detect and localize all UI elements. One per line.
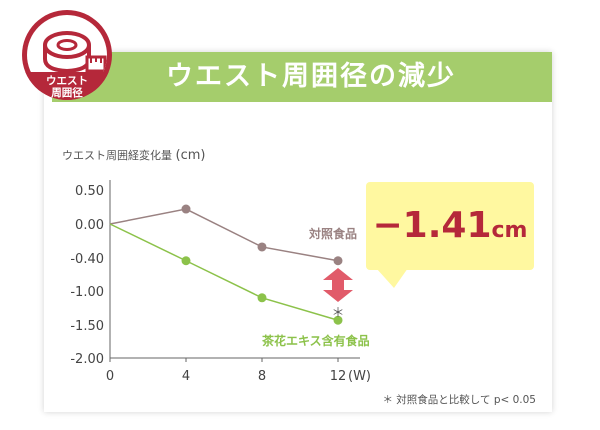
difference-arrow (323, 268, 353, 302)
y-tick-label: -1.50 (70, 319, 104, 334)
tea-series-line (109, 223, 339, 321)
tea-series-point (333, 315, 343, 325)
title-banner (52, 52, 552, 102)
y-tick-label: 0.50 (75, 184, 104, 199)
y-axis-label: ウエスト周囲経変化量 (cm) (62, 147, 205, 163)
x-tick-label: 12 (330, 369, 347, 384)
control-series-point (333, 256, 343, 266)
tea-series-label: 茶花エキス含有食品 (261, 333, 370, 348)
x-tick-label: 4 (182, 369, 190, 384)
tape-measure-icon (43, 31, 107, 74)
control-series-point (181, 204, 191, 214)
y-tick-label: -2.00 (70, 352, 104, 367)
y-axis-label-unit: (cm) (175, 148, 206, 163)
x-unit-label: (W) (348, 369, 371, 384)
callout-box (366, 182, 534, 270)
callout-value: −1.41cm (366, 182, 534, 270)
control-series-label: 対照食品 (308, 226, 357, 241)
x-tick-label: 8 (258, 369, 266, 384)
callout-number: −1.41 (372, 205, 492, 246)
tea-series-point (257, 293, 267, 303)
waist-badge (22, 10, 112, 100)
badge-line1: ウエスト (46, 75, 88, 87)
callout-unit: cm (491, 218, 528, 243)
x-tick-label: 0 (106, 369, 114, 384)
y-tick-label: -0.40 (70, 252, 104, 267)
control-series-point (257, 242, 267, 252)
y-tick-label: 0.00 (75, 218, 104, 233)
tea-series-point (181, 256, 191, 266)
callout-tail (376, 268, 408, 288)
significance-mark: ＊ (331, 306, 344, 321)
badge-band (22, 72, 112, 100)
banner-title: ウエスト周囲径の減少 (166, 61, 456, 92)
badge-line2: 周囲径 (51, 87, 83, 99)
footnote: ＊ 対照食品と比較して p< 0.05 (382, 394, 536, 406)
y-axis-label-text: ウエスト周囲経変化量 (62, 149, 172, 162)
y-tick-label: -1.00 (70, 285, 104, 300)
control-series-line (109, 208, 339, 262)
